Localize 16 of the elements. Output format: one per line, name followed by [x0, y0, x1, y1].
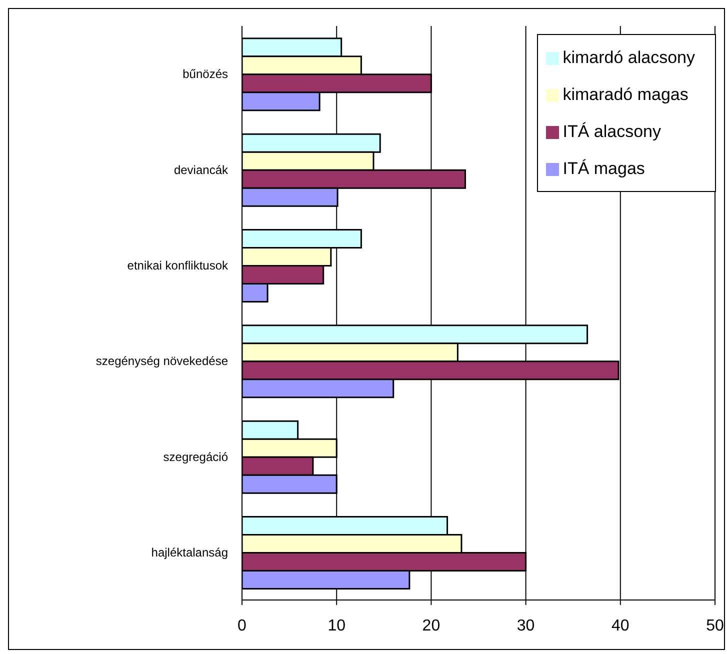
y-tick-label: hajléktalanság — [151, 545, 228, 560]
legend-label: kimardó alacsony — [562, 48, 695, 67]
y-tick-label: etnikai konfliktusok — [127, 258, 229, 272]
y-tick-label: szegregáció — [163, 450, 228, 464]
x-tick-label: 50 — [706, 617, 724, 634]
y-tick-label: bűnözés — [182, 67, 228, 82]
y-tick-label: szegénység növekedése — [96, 354, 228, 368]
x-tick-label: 30 — [516, 617, 535, 634]
legend-label: ITÁ magas — [562, 159, 645, 178]
x-tick-label: 0 — [238, 617, 247, 634]
x-tick-label: 40 — [612, 617, 630, 634]
x-tick-label: 20 — [422, 617, 440, 634]
legend-label: ITÁ alacsony — [562, 122, 661, 141]
legend-label: kimaradó magas — [562, 85, 688, 104]
y-tick-label: deviancák — [174, 162, 229, 177]
x-tick-label: 10 — [328, 617, 346, 634]
